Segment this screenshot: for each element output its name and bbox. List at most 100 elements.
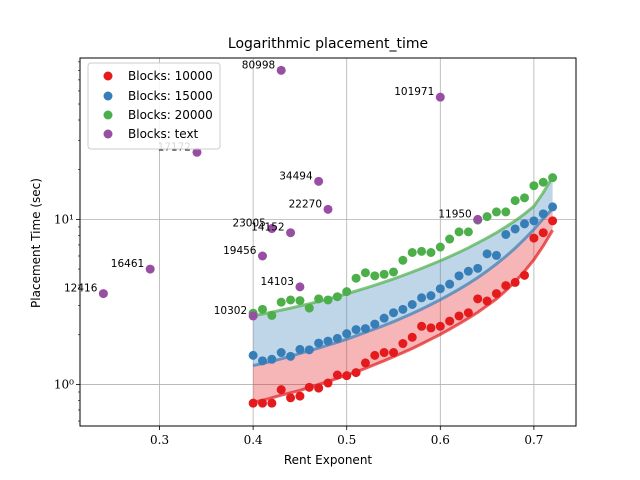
point-15000 xyxy=(360,324,370,334)
point-label: 16461 xyxy=(111,258,144,270)
fit-line-10000 xyxy=(252,229,554,404)
point-label: 22270 xyxy=(289,198,322,210)
legend-marker-text xyxy=(103,129,113,139)
confidence-bands xyxy=(253,177,553,403)
point-10000 xyxy=(482,296,492,306)
point-20000 xyxy=(426,248,436,258)
point-15000 xyxy=(482,249,492,259)
point-10000 xyxy=(510,277,520,287)
point-20000 xyxy=(286,295,296,305)
point-text xyxy=(314,176,324,186)
point-15000 xyxy=(520,219,530,229)
plot-frame xyxy=(79,57,577,427)
y-tick-label: 10¹ xyxy=(54,212,74,226)
point-20000 xyxy=(389,267,399,277)
point-15000 xyxy=(295,344,305,354)
point-20000 xyxy=(510,196,520,206)
point-text xyxy=(98,289,108,299)
point-10000 xyxy=(538,228,548,238)
point-10000 xyxy=(548,216,558,226)
point-10000 xyxy=(295,391,305,401)
point-10000 xyxy=(370,350,380,360)
point-10000 xyxy=(342,371,352,381)
legend: Blocks: 10000 Blocks: 15000 Blocks: 2000… xyxy=(87,62,221,150)
point-20000 xyxy=(351,273,361,283)
point-label: 80998 xyxy=(242,59,275,71)
legend-label-text: Blocks: text xyxy=(128,127,199,141)
point-20000 xyxy=(529,181,539,191)
point-20000 xyxy=(332,292,342,302)
point-10000 xyxy=(520,270,530,280)
point-10000 xyxy=(276,385,286,395)
point-10000 xyxy=(323,378,333,388)
point-20000 xyxy=(491,207,501,217)
y-axis-label: Placement Time (sec) xyxy=(29,178,43,308)
point-20000 xyxy=(482,212,492,222)
x-tick-label: 0.4 xyxy=(244,433,263,447)
point-10000 xyxy=(379,348,389,358)
point-15000 xyxy=(426,291,436,301)
point-15000 xyxy=(304,345,314,355)
point-text xyxy=(473,214,483,224)
point-20000 xyxy=(267,310,277,320)
fit-line-20000 xyxy=(252,176,554,318)
point-10000 xyxy=(454,311,464,321)
point-15000 xyxy=(548,202,558,212)
point-15000 xyxy=(342,329,352,339)
point-15000 xyxy=(454,271,464,281)
point-text xyxy=(145,264,155,274)
point-text xyxy=(257,251,267,261)
point-text xyxy=(435,92,445,102)
x-tick-label: 0.6 xyxy=(431,433,450,447)
point-10000 xyxy=(463,308,473,318)
point-text xyxy=(295,282,305,292)
point-10000 xyxy=(501,281,511,291)
point-15000 xyxy=(491,250,501,260)
point-20000 xyxy=(295,296,305,306)
point-15000 xyxy=(417,293,427,303)
point-10000 xyxy=(257,398,267,408)
point-15000 xyxy=(314,338,324,348)
point-20000 xyxy=(435,242,445,252)
point-20000 xyxy=(379,269,389,279)
point-label: 12416 xyxy=(64,283,98,295)
point-10000 xyxy=(389,348,399,358)
point-text xyxy=(248,311,258,321)
point-15000 xyxy=(538,209,548,219)
point-10000 xyxy=(267,398,277,408)
point-10000 xyxy=(314,383,324,393)
point-15000 xyxy=(351,325,361,335)
point-15000 xyxy=(332,333,342,343)
x-tick-label: 0.7 xyxy=(524,433,543,447)
point-20000 xyxy=(445,234,455,244)
point-10000 xyxy=(426,323,436,333)
data-points xyxy=(98,65,558,408)
point-20000 xyxy=(323,295,333,305)
point-10000 xyxy=(360,358,370,368)
point-annotations: 1241616461171721030219456230058099814152… xyxy=(64,59,472,317)
point-15000 xyxy=(407,299,417,309)
point-15000 xyxy=(463,266,473,276)
point-20000 xyxy=(360,268,370,278)
point-15000 xyxy=(445,279,455,289)
point-label: 101971 xyxy=(394,86,434,98)
point-20000 xyxy=(520,193,530,203)
legend-label-10000: Blocks: 10000 xyxy=(128,69,213,83)
legend-label-20000: Blocks: 20000 xyxy=(128,108,213,122)
x-axis-label: Rent Exponent xyxy=(284,453,373,467)
point-15000 xyxy=(398,304,408,314)
band-10000-15000 xyxy=(253,208,553,403)
point-text xyxy=(267,224,277,234)
point-10000 xyxy=(351,368,361,378)
point-20000 xyxy=(370,271,380,281)
point-15000 xyxy=(257,356,267,366)
point-10000 xyxy=(248,398,258,408)
point-20000 xyxy=(463,227,473,237)
point-20000 xyxy=(407,248,417,258)
point-15000 xyxy=(473,263,483,273)
point-20000 xyxy=(304,303,314,313)
point-10000 xyxy=(435,321,445,331)
x-tick-label: 0.3 xyxy=(150,433,169,447)
point-20000 xyxy=(417,246,427,256)
